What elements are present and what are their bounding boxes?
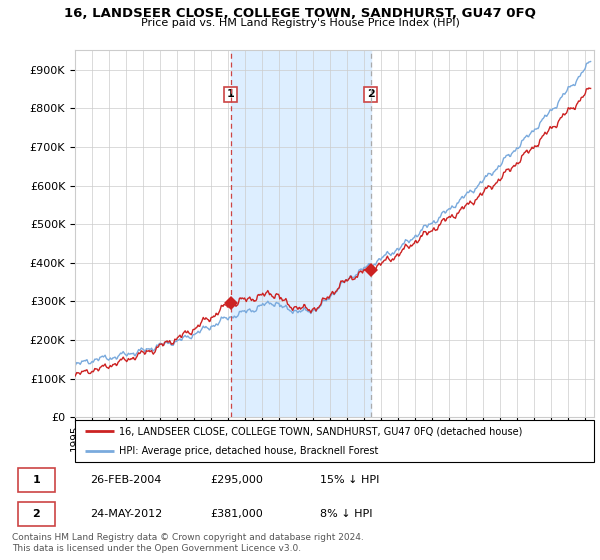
Text: HPI: Average price, detached house, Bracknell Forest: HPI: Average price, detached house, Brac… [119,446,379,456]
Text: £381,000: £381,000 [211,508,263,519]
Text: 2: 2 [32,508,40,519]
FancyBboxPatch shape [18,502,55,526]
Text: 1: 1 [32,475,40,486]
Text: £295,000: £295,000 [211,475,263,486]
Bar [231,50,371,417]
Text: 8% ↓ HPI: 8% ↓ HPI [320,508,373,519]
Text: 26-FEB-2004: 26-FEB-2004 [90,475,161,486]
Text: 16, LANDSEER CLOSE, COLLEGE TOWN, SANDHURST, GU47 0FQ: 16, LANDSEER CLOSE, COLLEGE TOWN, SANDHU… [64,7,536,20]
FancyBboxPatch shape [18,468,55,492]
Text: 1: 1 [227,90,235,100]
Text: Contains HM Land Registry data © Crown copyright and database right 2024.
This d: Contains HM Land Registry data © Crown c… [12,533,364,553]
Text: 2: 2 [367,90,374,100]
Text: Price paid vs. HM Land Registry's House Price Index (HPI): Price paid vs. HM Land Registry's House … [140,18,460,29]
Text: 15% ↓ HPI: 15% ↓ HPI [320,475,380,486]
Text: 16, LANDSEER CLOSE, COLLEGE TOWN, SANDHURST, GU47 0FQ (detached house): 16, LANDSEER CLOSE, COLLEGE TOWN, SANDHU… [119,426,523,436]
Text: 24-MAY-2012: 24-MAY-2012 [90,508,162,519]
